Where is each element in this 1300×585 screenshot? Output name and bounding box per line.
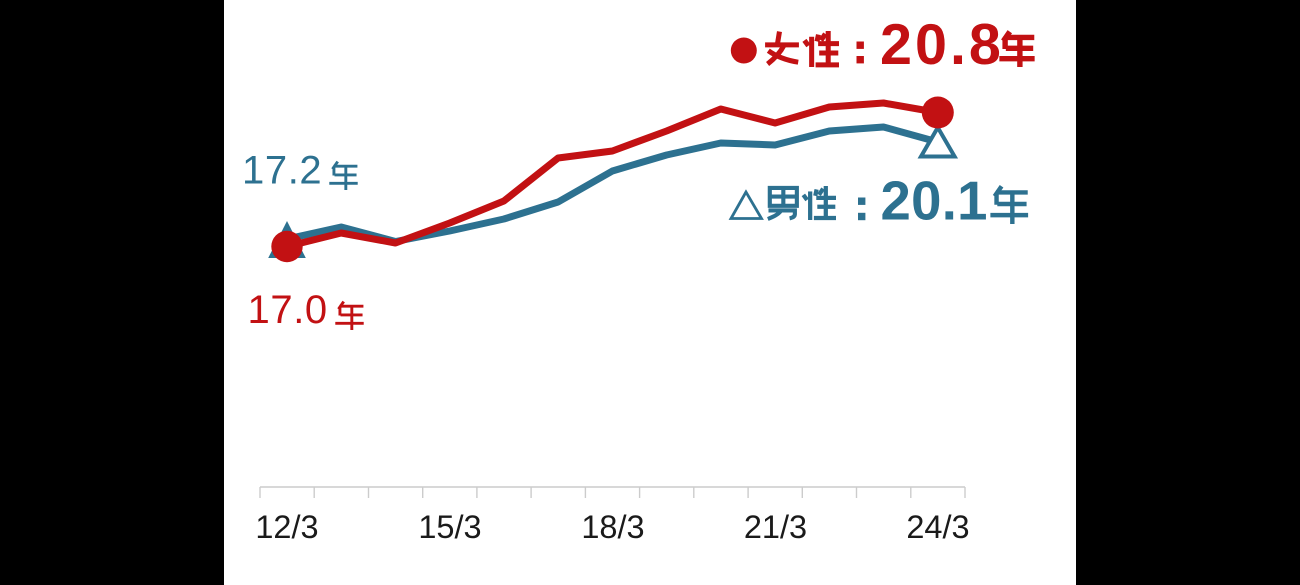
svg-text:20.1: 20.1: [881, 171, 988, 232]
svg-text:17.2: 17.2: [242, 149, 322, 193]
svg-text:20.8: 20.8: [880, 13, 1004, 77]
svg-text:15/3: 15/3: [418, 509, 481, 545]
svg-text:24/3: 24/3: [906, 509, 969, 545]
svg-text:17.0: 17.0: [248, 288, 328, 332]
svg-text:12/3: 12/3: [255, 509, 318, 545]
svg-text:18/3: 18/3: [581, 509, 644, 545]
svg-text:21/3: 21/3: [744, 509, 807, 545]
